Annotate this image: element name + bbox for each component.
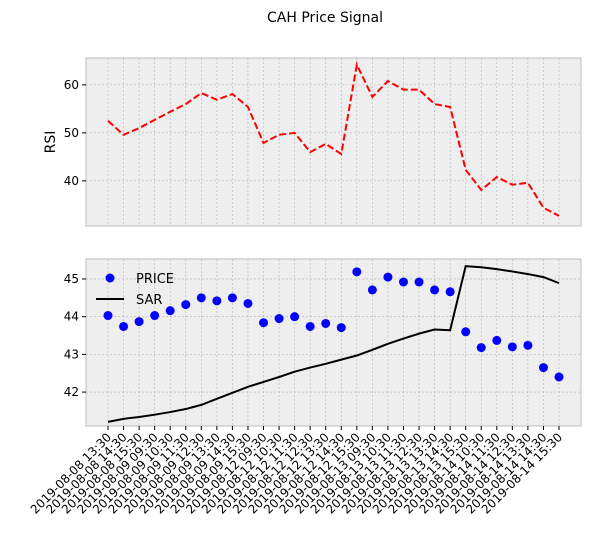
plot-area (85, 57, 582, 227)
data-point (476, 343, 486, 353)
chart-title: CAH Price Signal (267, 10, 383, 26)
data-point (181, 300, 191, 310)
data-point (398, 277, 408, 287)
y-tick-label: 40 (64, 174, 79, 188)
data-point (165, 306, 175, 316)
data-point (103, 311, 113, 321)
data-point (336, 323, 346, 333)
data-point (538, 363, 548, 373)
data-point (383, 272, 393, 282)
legend-label: PRICE (136, 272, 174, 287)
y-tick-label: 42 (64, 385, 79, 399)
data-point (461, 327, 471, 337)
data-point (119, 321, 129, 331)
data-point (212, 296, 222, 306)
data-point (290, 312, 300, 322)
y-axis-label: RSI (43, 131, 59, 154)
y-tick-label: 60 (64, 78, 79, 92)
data-point (321, 318, 331, 328)
data-point (367, 285, 377, 295)
data-point (523, 340, 533, 350)
data-point (227, 293, 237, 303)
legend-label: SAR (136, 293, 162, 308)
data-point (414, 277, 424, 287)
legend-swatch (105, 273, 115, 283)
data-point (430, 285, 440, 295)
y-tick-label: 44 (64, 310, 79, 324)
y-tick-label: 45 (64, 272, 79, 286)
data-point (305, 321, 315, 331)
data-point (243, 298, 253, 308)
data-point (196, 293, 206, 303)
data-point (134, 317, 144, 327)
y-tick-label: 43 (64, 347, 79, 361)
data-point (492, 335, 502, 345)
data-line (107, 265, 560, 423)
y-tick-label: 50 (64, 126, 79, 140)
data-point (445, 287, 455, 297)
data-point (507, 342, 517, 352)
data-point (274, 314, 284, 324)
data-point (259, 318, 269, 328)
data-point (150, 311, 160, 321)
data-point (352, 267, 362, 277)
data-point (554, 372, 564, 382)
